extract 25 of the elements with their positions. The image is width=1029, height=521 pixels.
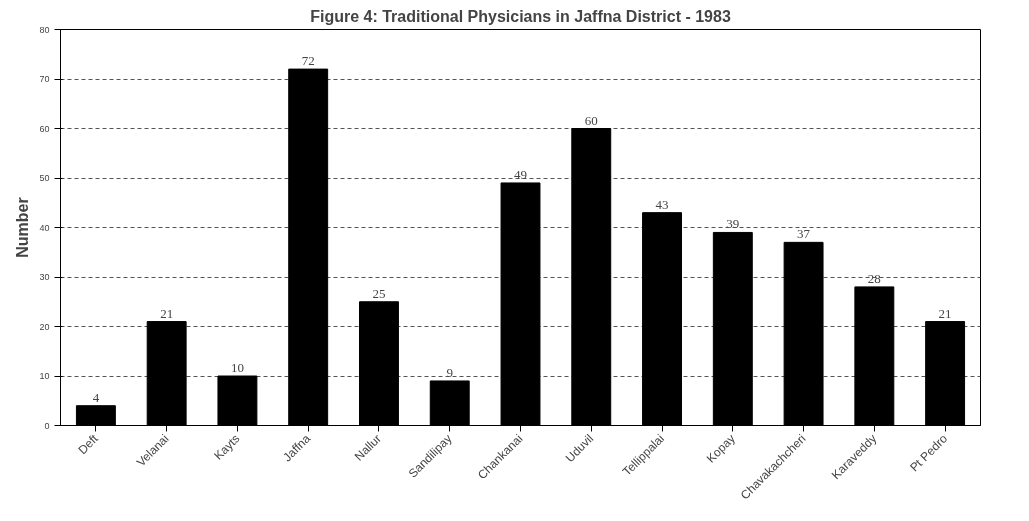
y-tick-label: 0	[44, 420, 50, 431]
data-label: 37	[797, 226, 811, 242]
data-label: 4	[92, 389, 100, 405]
chart-title: Figure 4: Traditional Physicians in Jaffna District - 1983	[310, 7, 731, 25]
y-tick-label: 20	[39, 321, 50, 332]
y-tick-label: 70	[39, 74, 50, 84]
data-label: 28	[867, 270, 881, 286]
data-label: 25	[372, 285, 386, 301]
data-label: 9	[446, 364, 453, 380]
data-label: 72	[301, 53, 315, 69]
data-label: 43	[655, 196, 669, 212]
data-label: 60	[584, 112, 598, 128]
data-label: 21	[938, 305, 952, 321]
y-tick-label: 60	[39, 123, 50, 134]
y-axis-title: Number	[14, 197, 32, 258]
x-tick-label: Deft	[75, 431, 102, 458]
y-tick-label: 30	[39, 272, 50, 282]
y-tick-label: 10	[39, 371, 50, 381]
y-tick-label: 80	[39, 24, 50, 35]
data-label: 10	[230, 360, 244, 375]
y-tick-label: 50	[39, 173, 50, 183]
y-tick-label: 40	[39, 222, 50, 233]
data-label: 21	[160, 305, 174, 321]
data-label: 39	[726, 216, 740, 232]
data-label: 49	[514, 166, 527, 182]
